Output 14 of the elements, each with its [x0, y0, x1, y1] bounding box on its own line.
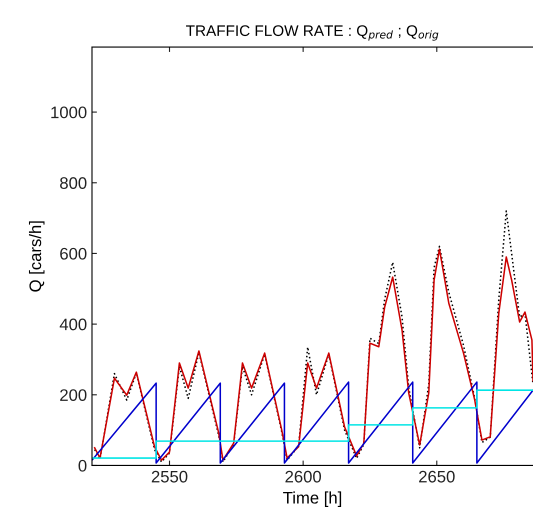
chart-title: TRAFFIC FLOW RATE : Q$_{pred}$ ; Q$_{orig}$	[186, 25, 438, 41]
y-tick-label: 1000	[51, 106, 86, 118]
line-series	[94, 248, 533, 461]
x-tick-label: 2600	[285, 470, 322, 483]
y-tick-label: 0	[78, 460, 86, 472]
line-series	[92, 381, 533, 464]
x-axis-title: Time [h]	[283, 491, 342, 507]
y-axis-title: Q [cars/h]	[28, 221, 45, 292]
y-tick-label: 400	[60, 318, 86, 330]
x-tick-label: 2550	[152, 470, 188, 483]
y-tick-label: 600	[60, 248, 86, 260]
y-tick-label: 800	[60, 177, 86, 189]
x-tick-label: 2650	[419, 470, 455, 483]
y-tick-label: 200	[60, 389, 86, 401]
